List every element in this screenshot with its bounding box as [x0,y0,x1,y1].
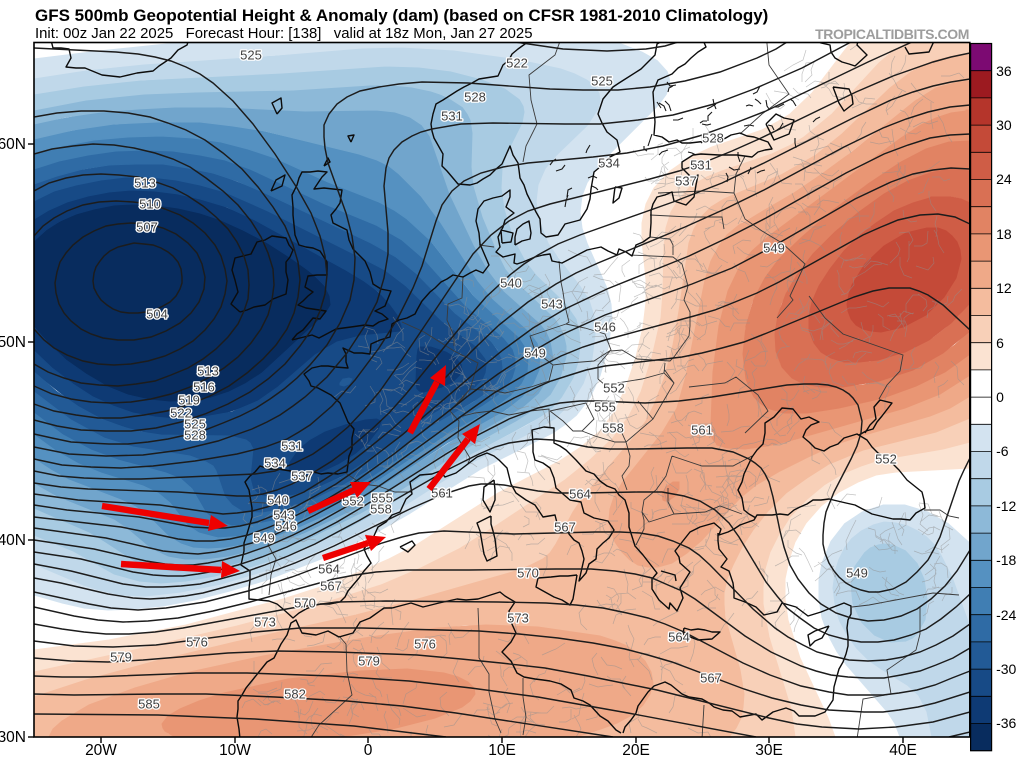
svg-text:537: 537 [291,469,313,484]
svg-text:567: 567 [320,579,342,594]
svg-text:-24: -24 [996,607,1016,623]
svg-text:540: 540 [500,276,522,291]
svg-text:20W: 20W [85,742,117,757]
svg-text:579: 579 [358,654,380,669]
svg-text:543: 543 [541,297,563,312]
svg-text:564: 564 [569,487,591,502]
svg-text:40N: 40N [0,532,26,549]
svg-text:555: 555 [371,491,393,506]
svg-text:525: 525 [240,48,262,63]
svg-text:-36: -36 [996,715,1016,731]
svg-text:513: 513 [134,176,156,191]
svg-text:0: 0 [364,742,373,757]
svg-text:567: 567 [554,520,576,535]
svg-text:516: 516 [193,380,215,395]
svg-text:30E: 30E [755,742,783,757]
svg-text:585: 585 [138,697,160,712]
svg-text:573: 573 [507,611,529,626]
svg-text:528: 528 [184,428,206,443]
svg-text:558: 558 [370,502,392,517]
svg-text:549: 549 [524,346,546,361]
svg-text:522: 522 [170,406,192,421]
svg-text:522: 522 [506,56,528,71]
svg-text:582: 582 [284,687,306,702]
svg-text:576: 576 [414,637,436,652]
svg-text:552: 552 [603,381,625,396]
svg-text:50N: 50N [0,334,26,351]
svg-text:30N: 30N [0,729,26,746]
svg-text:576: 576 [186,635,208,650]
svg-text:510: 510 [139,197,161,212]
svg-text:12: 12 [996,280,1012,296]
svg-text:552: 552 [875,452,897,467]
svg-text:537: 537 [675,174,697,189]
svg-text:-12: -12 [996,498,1016,514]
svg-text:507: 507 [136,220,158,235]
svg-text:36: 36 [996,63,1012,79]
svg-text:TROPICALTIDBITS.COM: TROPICALTIDBITS.COM [815,26,969,42]
svg-text:528: 528 [464,90,486,105]
svg-text:24: 24 [996,171,1012,187]
svg-text:-18: -18 [996,552,1016,568]
svg-text:40E: 40E [889,742,917,757]
svg-text:531: 531 [690,158,712,173]
svg-text:-6: -6 [996,443,1009,459]
svg-text:561: 561 [691,423,713,438]
svg-text:519: 519 [178,393,200,408]
svg-text:60N: 60N [0,136,26,153]
svg-text:567: 567 [700,671,722,686]
svg-text:549: 549 [846,566,868,581]
svg-text:525: 525 [591,74,613,89]
svg-text:543: 543 [273,508,295,523]
svg-text:6: 6 [996,335,1004,351]
svg-text:30: 30 [996,117,1012,133]
svg-text:525: 525 [184,417,206,432]
svg-text:564: 564 [668,630,690,645]
svg-text:561: 561 [431,486,453,501]
svg-text:534: 534 [264,456,286,471]
svg-text:549: 549 [253,531,275,546]
svg-text:534: 534 [598,156,620,171]
svg-text:504: 504 [146,307,168,322]
svg-text:579: 579 [110,650,132,665]
svg-text:GFS 500mb Geopotential Height: GFS 500mb Geopotential Height & Anomaly … [35,6,768,25]
svg-text:-30: -30 [996,661,1016,677]
svg-text:570: 570 [517,566,539,581]
svg-text:555: 555 [594,400,616,415]
svg-text:570: 570 [294,596,316,611]
svg-text:549: 549 [763,241,785,256]
svg-text:0: 0 [996,389,1004,405]
svg-text:20E: 20E [622,742,650,757]
svg-text:531: 531 [281,439,303,454]
svg-text:531: 531 [441,109,463,124]
svg-text:10E: 10E [488,742,516,757]
svg-text:558: 558 [602,421,624,436]
svg-text:18: 18 [996,226,1012,242]
svg-text:564: 564 [318,562,340,577]
svg-text:Init: 00z Jan 22 2025 Foreca: Init: 00z Jan 22 2025 Forecast Hour: [13… [35,26,532,42]
svg-text:573: 573 [254,615,276,630]
svg-text:546: 546 [275,519,297,534]
svg-text:10W: 10W [219,742,251,757]
svg-text:540: 540 [267,493,289,508]
svg-text:528: 528 [702,131,724,146]
svg-text:546: 546 [594,320,616,335]
svg-text:513: 513 [197,364,219,379]
